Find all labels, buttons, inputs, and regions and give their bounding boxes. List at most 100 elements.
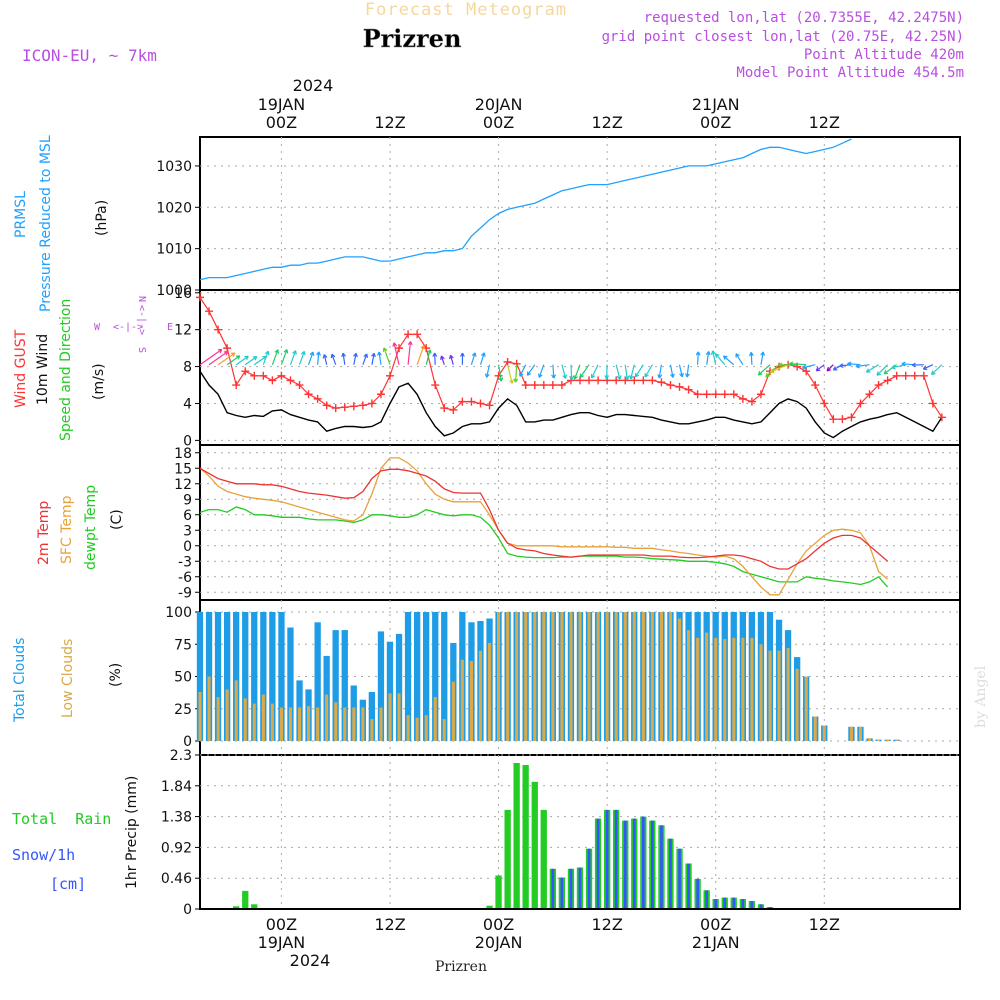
low-clouds-bar xyxy=(668,612,672,741)
snow-bar xyxy=(750,901,754,909)
top-hour-label: 12Z xyxy=(809,113,840,132)
gust-marker xyxy=(340,403,349,412)
low-clouds-bar xyxy=(225,689,229,741)
low-clouds-bar xyxy=(334,702,338,741)
gust-marker xyxy=(576,376,584,385)
bottom-year: 2024 xyxy=(290,951,331,970)
gust-marker xyxy=(386,371,394,380)
temp-ytick-label: 12 xyxy=(174,477,192,493)
gust-marker xyxy=(295,381,304,390)
low-clouds-bar xyxy=(207,676,211,741)
wind-direction-arrow xyxy=(769,364,789,374)
low-clouds-bar xyxy=(714,637,718,741)
low-clouds-label: Low Clouds xyxy=(60,639,76,718)
gust-marker xyxy=(585,376,594,385)
wind-direction-arrow xyxy=(911,362,924,368)
clouds-ytick-label: 100 xyxy=(165,605,192,621)
low-clouds-bar xyxy=(659,612,663,741)
compass-w: W xyxy=(94,322,101,333)
wind-direction-arrow xyxy=(551,364,557,379)
low-clouds-bar xyxy=(849,726,853,741)
low-clouds-bar xyxy=(723,639,727,741)
top-date-label: 19JAN xyxy=(258,95,306,114)
low-clouds-bar xyxy=(379,707,383,741)
low-clouds-bar xyxy=(433,697,437,741)
total-clouds-bar xyxy=(423,612,430,741)
snow-bar xyxy=(605,809,609,909)
temp-labels: 2m Temp SFC Temp dewpt Temp (C) xyxy=(36,485,125,570)
wind-direction-arrow xyxy=(226,355,241,366)
compass-n-arrow: <-|-> xyxy=(136,305,147,335)
wind-direction-arrow xyxy=(425,349,432,365)
compass-arrows: <-|-> xyxy=(113,322,143,333)
gust-marker xyxy=(277,371,286,380)
gust-marker xyxy=(666,381,675,390)
rain-bar xyxy=(251,904,258,909)
low-clouds-bar xyxy=(858,726,862,741)
gust-marker xyxy=(594,376,603,385)
low-clouds-bar xyxy=(569,612,573,741)
pressure-label-2: Pressure Reduced to MSL xyxy=(38,135,54,312)
total-clouds-bar xyxy=(414,612,421,741)
snow-bar xyxy=(651,820,654,909)
wind-direction-arrow xyxy=(579,364,590,379)
gust-marker xyxy=(313,394,322,403)
temp-ytick-label: -6 xyxy=(178,570,192,586)
wind-direction-arrow xyxy=(479,352,486,365)
pressure-labels: PRMSL Pressure Reduced to MSL (hPa) xyxy=(13,135,110,312)
gust-marker xyxy=(684,385,693,394)
rain-bar xyxy=(486,905,493,909)
low-clouds-bar xyxy=(886,739,890,741)
low-clouds-bar xyxy=(759,644,763,742)
gust-marker xyxy=(729,390,738,399)
gust-marker xyxy=(901,371,910,380)
gust-marker xyxy=(530,381,539,390)
wind-direction-arrow xyxy=(865,364,879,373)
gust-marker xyxy=(883,376,892,385)
top-hour-label: 00Z xyxy=(700,113,731,132)
gust-marker xyxy=(205,307,214,316)
low-clouds-bar xyxy=(415,717,419,741)
wind-direction-arrow xyxy=(416,344,426,365)
wind-direction-arrow xyxy=(629,364,635,380)
wind-direction-arrow xyxy=(244,356,258,366)
gust-marker xyxy=(395,344,404,353)
gust-marker xyxy=(241,367,250,376)
total-clouds-bar xyxy=(377,631,385,741)
wind-ytick-label: 0 xyxy=(183,433,192,449)
pressure-label-1: PRMSL xyxy=(13,191,29,238)
total-clouds-bar xyxy=(432,612,439,741)
gust-marker xyxy=(648,376,657,385)
low-clouds-bar xyxy=(587,612,591,741)
gust-marker xyxy=(910,371,919,380)
wind-direction-arrow xyxy=(308,351,315,365)
wind-direction-arrow xyxy=(199,348,223,366)
pressure-unit: (hPa) xyxy=(94,200,110,236)
low-clouds-bar xyxy=(551,612,555,741)
gust-marker xyxy=(358,401,367,410)
wind-direction-arrow xyxy=(604,364,610,380)
precip-ytick-label: 0.92 xyxy=(161,840,192,856)
gust-marker xyxy=(259,371,268,380)
low-clouds-bar xyxy=(352,707,356,741)
low-clouds-bar xyxy=(397,693,401,741)
total-clouds-bar xyxy=(242,612,249,741)
gust-marker xyxy=(874,381,883,390)
gust-marker xyxy=(612,376,621,385)
low-clouds-bar xyxy=(533,612,537,741)
total-clouds-bar xyxy=(269,612,276,741)
wind-direction-arrow xyxy=(208,350,229,366)
snow-bar xyxy=(678,848,681,909)
wind-direction-arrow xyxy=(634,364,644,378)
low-clouds-bar xyxy=(261,694,265,741)
wind-direction-arrow xyxy=(316,351,321,365)
plot-area: 10001010102010300481216-9-6-303691215180… xyxy=(156,136,961,918)
wind-direction-arrow xyxy=(657,364,663,379)
clouds-ytick-label: 75 xyxy=(174,637,192,653)
gust-marker xyxy=(232,381,241,390)
wind-ytick-label: 12 xyxy=(174,323,192,339)
rain-bar xyxy=(495,875,502,909)
low-clouds-bar xyxy=(307,706,311,741)
gust-marker xyxy=(476,399,485,408)
point-altitude: Point Altitude 420m xyxy=(804,47,964,63)
